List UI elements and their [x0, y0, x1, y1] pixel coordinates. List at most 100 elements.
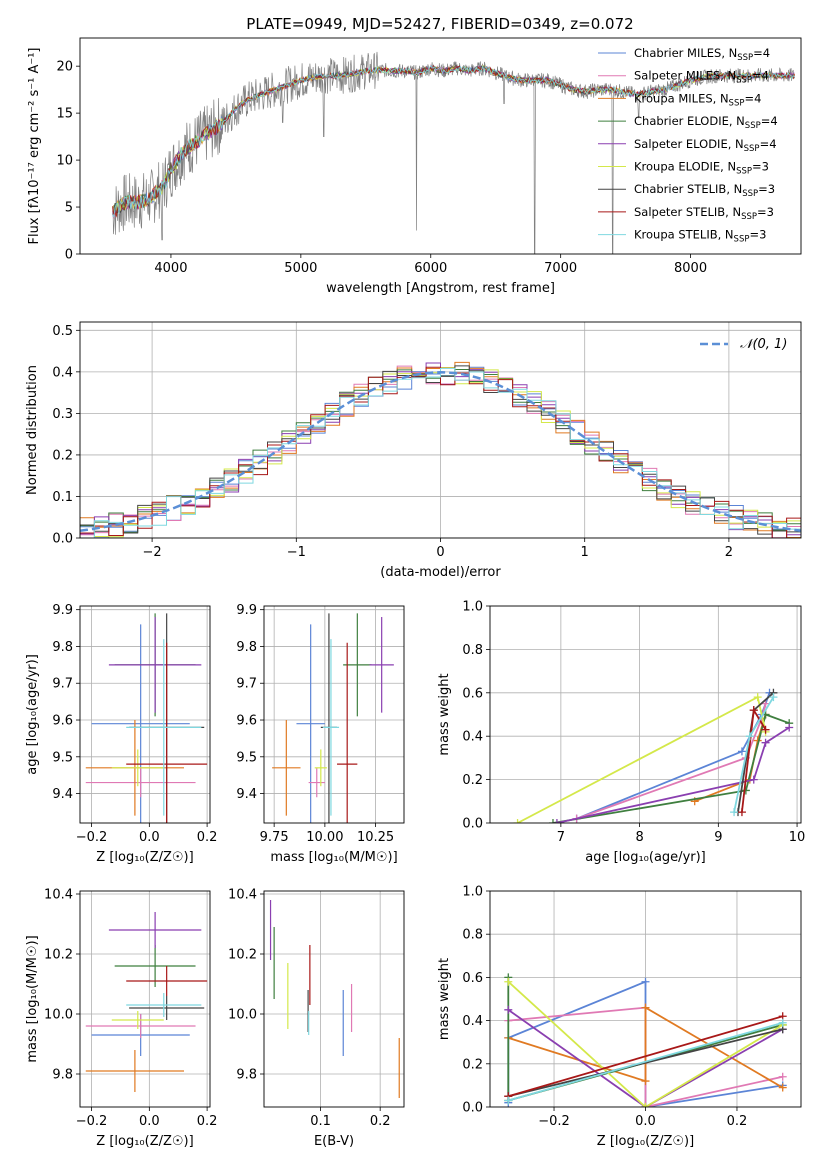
- mass-weight-vs-age-ylabel: mass weight: [437, 673, 452, 755]
- y-tick-label: 9.4: [52, 787, 73, 802]
- spectrum-axes: 4000 5000 6000 7000 8000 0 5 10 15 20 wavelength […: [27, 37, 802, 296]
- weight-marker-kroupa-miles: [641, 1077, 650, 1086]
- y-tick-label: 9.6: [52, 714, 73, 729]
- spectrum-plot-area: [112, 51, 795, 254]
- y-tick-label: 0.5: [52, 324, 73, 339]
- spectrum-frame: [79, 37, 802, 255]
- y-tick-label: 9.5: [52, 750, 73, 765]
- y-tick-label: 9.5: [236, 750, 257, 765]
- age-vs-mass-xlabel: mass [log₁₀(M/M☉)]: [270, 850, 397, 865]
- y-tick-label: 10.4: [44, 888, 73, 903]
- mass-weight-vs-age-axes: 7 8 9 10 0.0 0.2 0.4 0.6 0.8 1.0 age [log₁₀(age/yr…: [437, 600, 805, 866]
- age-vs-Z-ylabel: age [log₁₀(age/yr)]: [25, 654, 40, 775]
- residuals-axes: −2 −1 0 1 2 0.0 0.1 0.2 0.3 0.4 0.5 (data-model)/er…: [25, 321, 802, 580]
- mass-vs-Z-axes: −0.2 0.0 0.2 9.8 10.0 10.2 10.4 Z [log₁₀(Z/Z☉)]…: [25, 888, 217, 1150]
- mass-weight-vs-Z-xlabel: Z [log₁₀(Z/Z☉)]: [597, 1134, 694, 1149]
- x-tick-label: 0: [436, 545, 444, 560]
- age-vs-Z-frame: [79, 605, 211, 824]
- x-tick-label: 0.2: [197, 1114, 218, 1129]
- weight-marker-salpeter-elodie: [785, 723, 794, 732]
- y-tick-label: 0.4: [462, 1014, 483, 1029]
- weight-marker-kroupa-stelib: [745, 732, 754, 741]
- residuals-plot-area: [80, 322, 801, 538]
- legend-label-kroupa-elodie: Kroupa ELODIE, NSSP=3: [634, 160, 769, 177]
- x-tick-label: 7: [557, 830, 565, 845]
- weight-marker-kroupa-miles: [778, 1083, 787, 1092]
- y-tick-label: 0.1: [52, 490, 73, 505]
- mass-vs-EBV-xlabel: E(B-V): [314, 1134, 354, 1149]
- y-tick-label: 0.4: [52, 365, 73, 380]
- y-tick-label: 9.6: [236, 714, 257, 729]
- y-tick-label: 1.0: [462, 600, 483, 615]
- x-tick-label: −0.2: [538, 1114, 570, 1129]
- weight-line-salpeter-elodie: [556, 726, 790, 823]
- gaussian-curve: [80, 371, 801, 532]
- x-tick-label: 0.1: [310, 1114, 331, 1129]
- x-tick-label: 10.00: [306, 830, 343, 845]
- y-tick-label: 10.2: [228, 948, 257, 963]
- weight-marker-kroupa-stelib: [769, 693, 778, 702]
- weight-line-chabrier-elodie: [552, 713, 790, 823]
- x-tick-label: 4000: [154, 261, 187, 276]
- x-tick-label: 8: [635, 830, 643, 845]
- x-tick-label: 0.0: [139, 1114, 160, 1129]
- y-tick-label: 0.2: [52, 448, 73, 463]
- x-tick-label: 8000: [674, 261, 707, 276]
- mass-weight-vs-Z-plot-area: [490, 891, 801, 1107]
- weight-marker-kroupa-elodie: [513, 819, 522, 823]
- gaussian-legend-label: 𝒩(0, 1): [740, 337, 787, 352]
- weight-marker-chabrier-miles: [641, 977, 650, 986]
- x-tick-label: −0.2: [76, 830, 108, 845]
- x-tick-label: 0.2: [197, 830, 218, 845]
- x-tick-label: 0.2: [370, 1114, 391, 1129]
- mass-vs-Z-xlabel: Z [log₁₀(Z/Z☉)]: [96, 1134, 193, 1149]
- y-tick-label: 10: [56, 154, 73, 169]
- weight-marker-salpeter-miles: [761, 699, 770, 708]
- x-tick-label: 10: [789, 830, 806, 845]
- weight-marker-salpeter-elodie: [749, 775, 758, 784]
- weight-marker-kroupa-stelib: [730, 808, 739, 817]
- y-tick-label: 10.0: [228, 1008, 257, 1023]
- x-tick-label: 0.0: [635, 1114, 656, 1129]
- y-tick-label: 9.7: [52, 677, 73, 692]
- y-tick-label: 0.8: [462, 928, 483, 943]
- weight-line-salpeter-miles: [576, 703, 767, 820]
- legend-label-kroupa-miles: Kroupa MILES, NSSP=4: [634, 91, 761, 108]
- weight-marker-salpeter-stelib: [749, 706, 758, 715]
- age-vs-mass-plot-area: [264, 606, 404, 823]
- y-tick-label: 9.9: [52, 603, 73, 618]
- age-vs-Z-plot-area: [80, 606, 210, 823]
- model-spectrum-kroupa-stelib: [112, 64, 795, 218]
- weight-marker-salpeter-stelib: [737, 808, 746, 817]
- x-tick-label: 0.0: [139, 830, 160, 845]
- weight-line-salpeter-stelib: [508, 1015, 783, 1098]
- x-tick-label: −2: [143, 545, 162, 560]
- x-tick-label: 10.25: [357, 830, 394, 845]
- x-tick-label: 1: [581, 545, 589, 560]
- figure-title: PLATE=0949, MJD=52427, FIBERID=0349, z=0…: [246, 15, 633, 33]
- y-tick-label: 15: [56, 107, 73, 122]
- y-tick-label: 0.8: [462, 643, 483, 658]
- weight-marker-kroupa-elodie: [641, 1103, 650, 1107]
- y-tick-label: 0: [65, 248, 73, 263]
- weight-line-kroupa-stelib: [508, 1021, 783, 1102]
- weight-marker-chabrier-elodie: [548, 819, 557, 823]
- y-tick-label: 9.9: [236, 603, 257, 618]
- y-tick-label: 9.8: [236, 1068, 257, 1083]
- y-tick-label: 9.7: [236, 677, 257, 692]
- y-tick-label: 9.8: [52, 640, 73, 655]
- legend-label-chabrier-stelib: Chabrier STELIB, NSSP=3: [634, 182, 775, 199]
- spectrum-xlabel: wavelength [Angstrom, rest frame]: [326, 281, 555, 296]
- legend-label-salpeter-miles: Salpeter MILES, NSSP=4: [634, 69, 769, 86]
- weight-marker-salpeter-elodie: [504, 1005, 513, 1014]
- x-tick-label: 0.2: [727, 1114, 748, 1129]
- weight-marker-chabrier-elodie: [741, 786, 750, 795]
- y-tick-label: 0.0: [52, 532, 73, 547]
- spectrum-ylabel: Flux [fλ10⁻¹⁷ erg cm⁻² s⁻¹ A⁻¹]: [27, 48, 42, 245]
- x-tick-label: −1: [287, 545, 306, 560]
- age-vs-Z-axes: −0.2 0.0 0.2 9.4 9.5 9.6 9.7 9.8 9.9 Z [log₁₀(Z/Z…: [25, 603, 218, 865]
- y-tick-label: 0.0: [462, 1101, 483, 1116]
- mass-vs-Z-frame: [79, 890, 211, 1108]
- x-tick-label: 6000: [414, 261, 447, 276]
